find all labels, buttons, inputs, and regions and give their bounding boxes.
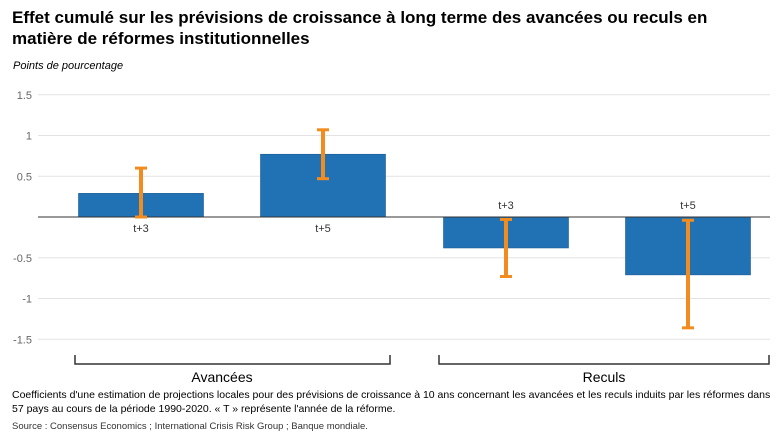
- y-tick-label: 1.5: [17, 90, 32, 102]
- group-label: Reculs: [583, 369, 626, 385]
- y-tick-label: -1.5: [13, 334, 32, 346]
- y-tick-label: -1: [22, 294, 32, 306]
- bar-label: t+5: [680, 200, 696, 212]
- y-tick-label: 0.5: [17, 171, 32, 183]
- group-label: Avancées: [191, 369, 252, 385]
- chart-title: Effet cumulé sur les prévisions de crois…: [12, 8, 708, 48]
- y-tick-label: 1: [26, 131, 32, 143]
- bar-label: t+3: [498, 200, 514, 212]
- group-bracket: [438, 355, 770, 365]
- bar-label: t+3: [133, 223, 149, 235]
- chart-source: Source : Consensus Economics ; Internati…: [12, 421, 368, 432]
- y-axis-unit-label: Points de pourcentage: [13, 60, 124, 72]
- chart-note: Coefficients d'une estimation de project…: [12, 389, 771, 415]
- group-bracket: [74, 355, 391, 365]
- y-tick-label: -0.5: [13, 253, 32, 265]
- bar-label: t+5: [315, 223, 331, 235]
